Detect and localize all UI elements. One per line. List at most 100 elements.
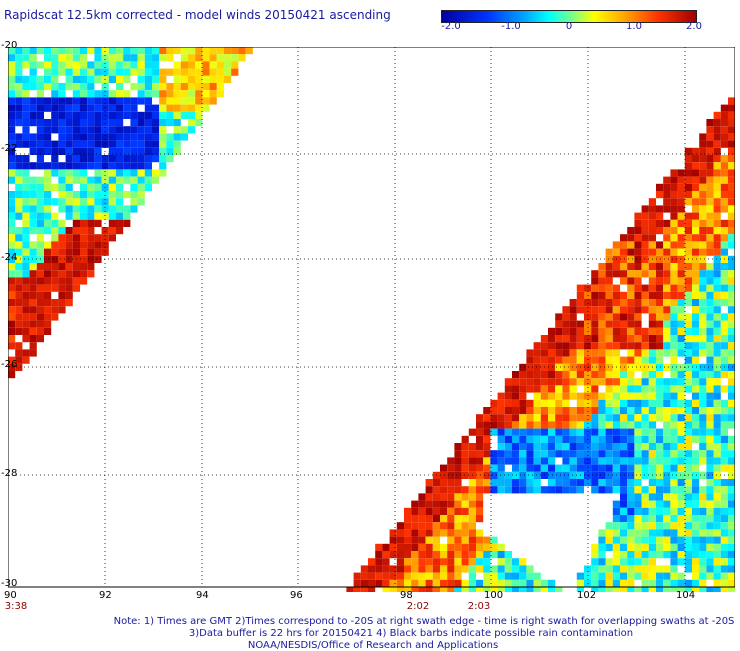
wind-cell [634, 435, 642, 443]
wind-cell [576, 349, 584, 357]
wind-cell [116, 104, 124, 112]
wind-cell [29, 205, 37, 213]
wind-cell [80, 47, 88, 55]
wind-cell [72, 75, 80, 83]
wind-cell [152, 83, 160, 91]
wind-cell [447, 471, 455, 479]
wind-cell [468, 515, 476, 523]
wind-cell [648, 356, 656, 364]
wind-cell [634, 536, 642, 544]
wind-cell [684, 155, 692, 163]
wind-cell [634, 486, 642, 494]
wind-cell [699, 536, 707, 544]
wind-cell [51, 234, 59, 242]
wind-cell [634, 515, 642, 523]
wind-cell [173, 61, 181, 69]
wind-cell [627, 255, 635, 263]
wind-cell [36, 291, 44, 299]
wind-cell [706, 378, 714, 386]
wind-cell [692, 205, 700, 213]
wind-cell [598, 587, 606, 592]
wind-cell [80, 140, 88, 148]
wind-cell [634, 457, 642, 465]
wind-cell [504, 486, 512, 494]
wind-cell [519, 572, 527, 580]
wind-cell [166, 97, 174, 105]
wind-cell [728, 169, 735, 177]
wind-cell [612, 551, 620, 559]
wind-cell [692, 320, 700, 328]
wind-cell [440, 493, 448, 501]
wind-cell [540, 428, 548, 436]
wind-cell [612, 443, 620, 451]
wind-cell [620, 248, 628, 256]
wind-cell [51, 284, 59, 292]
wind-cell [22, 140, 30, 148]
wind-cell [51, 169, 59, 177]
wind-cell [555, 414, 563, 422]
wind-cell [634, 327, 642, 335]
wind-cell [137, 111, 145, 119]
wind-cell [728, 191, 735, 199]
wind-cell [612, 572, 620, 580]
wind-cell [591, 457, 599, 465]
wind-cell [454, 450, 462, 458]
wind-cell [706, 119, 714, 127]
wind-cell [15, 119, 23, 127]
wind-cell [648, 443, 656, 451]
wind-cell [36, 205, 44, 213]
wind-cell [569, 435, 577, 443]
wind-cell [627, 529, 635, 537]
wind-cell [173, 111, 181, 119]
wind-cell [670, 198, 678, 206]
wind-cell [396, 522, 404, 530]
wind-cell [656, 248, 664, 256]
wind-cell [526, 435, 534, 443]
wind-cell [44, 104, 52, 112]
wind-cell [663, 198, 671, 206]
wind-cell [526, 464, 534, 472]
wind-cell [51, 248, 59, 256]
wind-cell [692, 551, 700, 559]
wind-cell [80, 104, 88, 112]
wind-cell [44, 176, 52, 184]
wind-cell [440, 522, 448, 530]
wind-cell [483, 536, 491, 544]
wind-cell [425, 551, 433, 559]
wind-cell [8, 83, 16, 91]
wind-cell [44, 183, 52, 191]
wind-cell [116, 133, 124, 141]
wind-cell [692, 371, 700, 379]
wind-cell [706, 428, 714, 436]
wind-cell [591, 479, 599, 487]
wind-cell [166, 54, 174, 62]
wind-cell [605, 579, 613, 587]
wind-cell [526, 579, 534, 587]
wind-cell [728, 342, 735, 350]
wind-cell [605, 342, 613, 350]
wind-cell [648, 241, 656, 249]
wind-cell [648, 464, 656, 472]
wind-cell [555, 464, 563, 472]
wind-cell [720, 191, 728, 199]
wind-cell [713, 291, 721, 299]
wind-cell [116, 147, 124, 155]
wind-cell [411, 529, 419, 537]
wind-cell [677, 342, 685, 350]
wind-cell [620, 522, 628, 530]
wind-cell [605, 522, 613, 530]
wind-cell [706, 392, 714, 400]
wind-cell [670, 421, 678, 429]
wind-cell [15, 162, 23, 170]
wind-cell [677, 435, 685, 443]
wind-cell [605, 407, 613, 415]
wind-cell [612, 385, 620, 393]
wind-cell [44, 68, 52, 76]
wind-cell [612, 399, 620, 407]
wind-cell [562, 327, 570, 335]
wind-cell [36, 155, 44, 163]
wind-cell [720, 457, 728, 465]
wind-cell [22, 111, 30, 119]
wind-cell [108, 219, 116, 227]
wind-cell [526, 428, 534, 436]
